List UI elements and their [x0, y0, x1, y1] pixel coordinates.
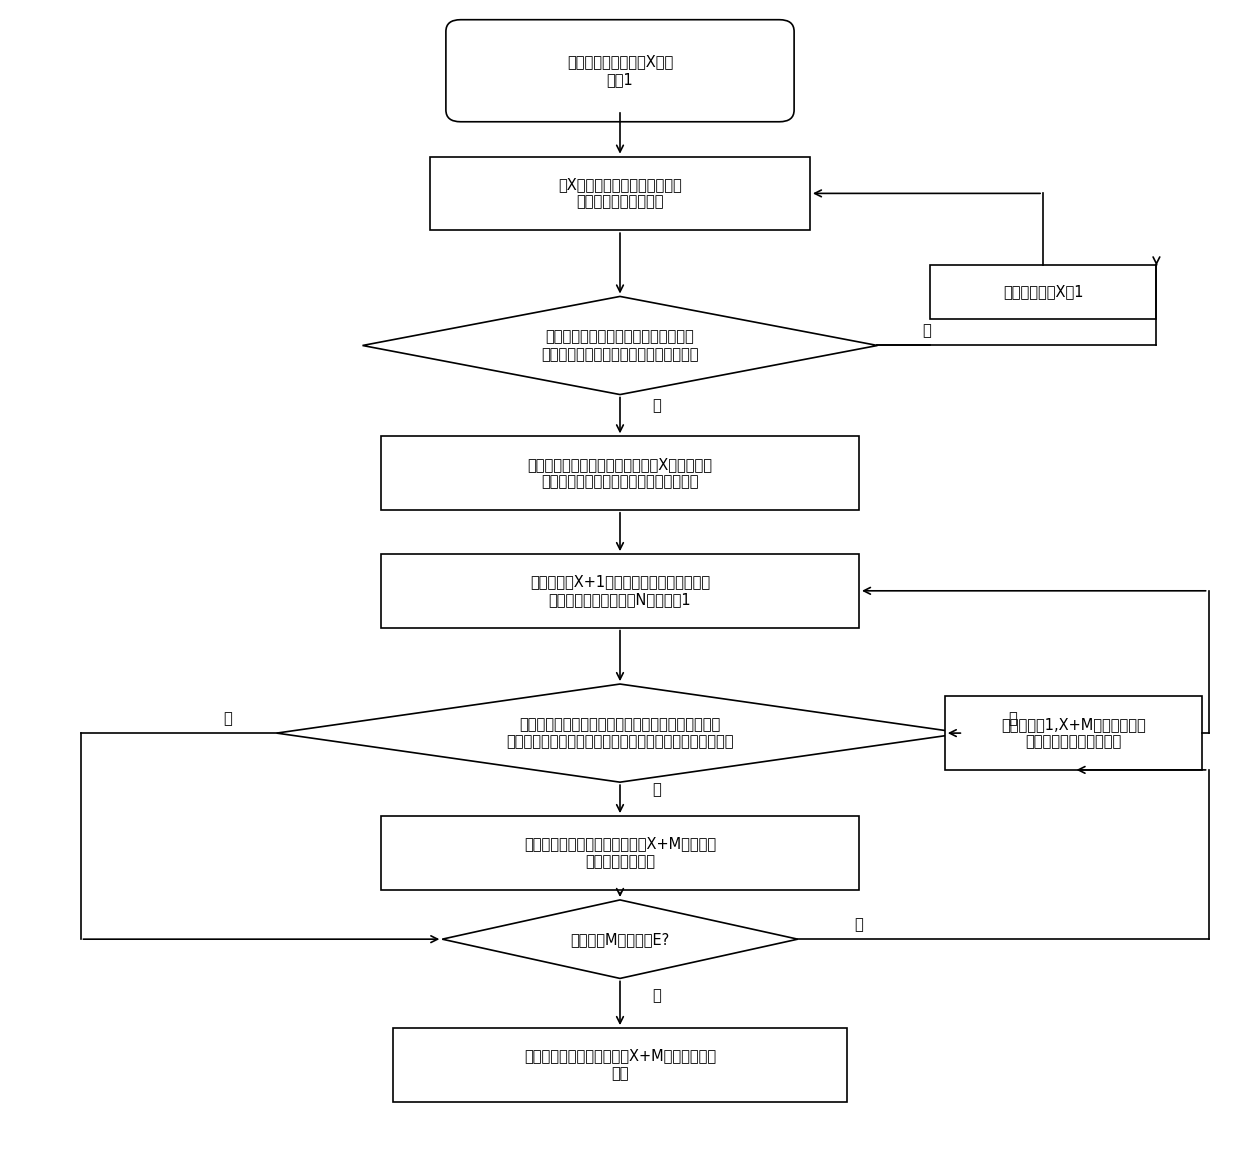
- Text: 是: 是: [652, 399, 661, 414]
- Text: 否: 否: [923, 323, 931, 338]
- Polygon shape: [443, 899, 797, 978]
- Polygon shape: [277, 684, 963, 782]
- Text: 是: 是: [1008, 711, 1017, 726]
- Text: 第X个周期短码，作为积分起始
位置，产生相关值序列: 第X个周期短码，作为积分起始 位置，产生相关值序列: [558, 177, 682, 209]
- Polygon shape: [362, 296, 878, 395]
- Text: 是: 是: [854, 917, 863, 932]
- Text: 积分起始位置X加1: 积分起始位置X加1: [1003, 284, 1084, 299]
- Bar: [381, 554, 859, 627]
- Text: 是: 是: [652, 782, 661, 797]
- Text: 输出周期短码积分起始位置X+M与能量匹配滤
波值: 输出周期短码积分起始位置X+M与能量匹配滤 波值: [525, 1048, 715, 1081]
- Bar: [430, 157, 810, 230]
- Bar: [945, 696, 1203, 770]
- Bar: [393, 1028, 847, 1102]
- Text: 否: 否: [652, 988, 661, 1003]
- Text: 更新锁存周期短码积分起始位置X+M，更新锁
存能量匹配滤波值: 更新锁存周期短码积分起始位置X+M，更新锁 存能量匹配滤波值: [525, 837, 715, 869]
- Text: 符号相关值序列的符号匹配滤波数据是否大于门限？
相关能量值匹配滤波数据是否大于锁存的能量匹配滤波值？: 符号相关值序列的符号匹配滤波数据是否大于门限？ 相关能量值匹配滤波数据是否大于锁…: [506, 717, 734, 749]
- Text: 搜索次数加1,X+M处作为积分起
始位置，产生相关值序列: 搜索次数加1,X+M处作为积分起 始位置，产生相关值序列: [1001, 717, 1146, 749]
- Bar: [381, 436, 859, 510]
- Bar: [381, 816, 859, 890]
- Text: 符号相关值序列的符号匹配滤波数据及
相关能量值匹配滤波数据是否大于门限？: 符号相关值序列的符号匹配滤波数据及 相关能量值匹配滤波数据是否大于门限？: [541, 329, 699, 361]
- Text: 否: 否: [223, 711, 232, 726]
- Text: 锁存当前周期短码积分的起始位置X与相关能量
值匹配滤波数据值输出初次匹配成功标识: 锁存当前周期短码积分的起始位置X与相关能量 值匹配滤波数据值输出初次匹配成功标识: [527, 457, 713, 489]
- Bar: [930, 265, 1157, 318]
- Text: 从当前位置X+1处作为积分起始位置，产生
相关值序列，搜索次数N初始化为1: 从当前位置X+1处作为积分起始位置，产生 相关值序列，搜索次数N初始化为1: [529, 575, 711, 607]
- Text: 搜索次数M是否小于E?: 搜索次数M是否小于E?: [570, 932, 670, 947]
- FancyBboxPatch shape: [446, 20, 794, 122]
- Text: 开始，参数初始化，X初始
化为1: 开始，参数初始化，X初始 化为1: [567, 55, 673, 87]
